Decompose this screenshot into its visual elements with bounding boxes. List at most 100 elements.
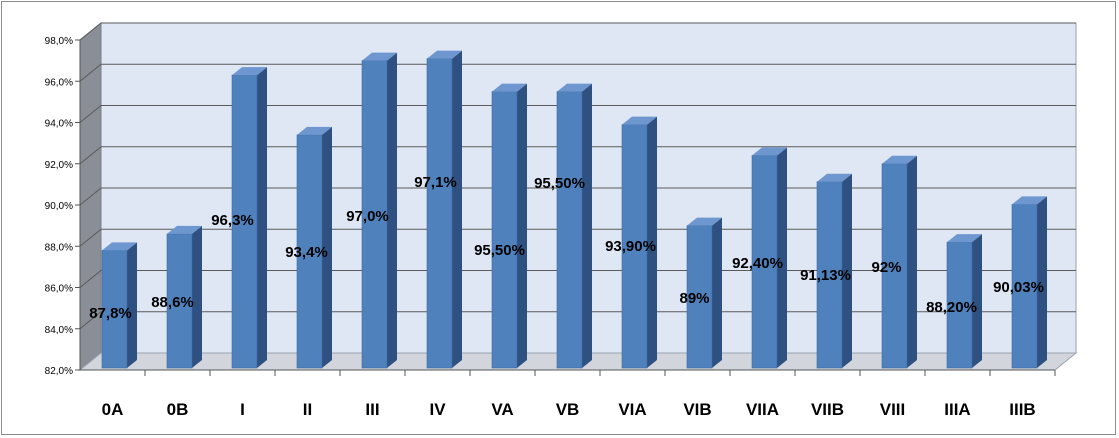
bar bbox=[361, 52, 397, 369]
bar bbox=[621, 116, 657, 369]
bar bbox=[946, 234, 982, 369]
y-tick-label: 98,0% bbox=[45, 36, 73, 47]
x-tick-label: VIIA bbox=[746, 400, 779, 419]
data-label: 92,40% bbox=[732, 255, 783, 272]
data-label: 97,1% bbox=[414, 174, 457, 191]
data-label: 90,03% bbox=[993, 279, 1044, 296]
bar-top bbox=[297, 126, 332, 135]
gridline bbox=[79, 270, 1076, 288]
gridline bbox=[79, 228, 1076, 247]
x-tick-label: IV bbox=[429, 400, 446, 419]
y-tick-label: 90,0% bbox=[45, 201, 73, 212]
bar-front bbox=[166, 233, 193, 369]
x-tick-label: VIIB bbox=[811, 400, 844, 419]
bar-top bbox=[752, 147, 787, 156]
x-tick-label: VIII bbox=[880, 400, 906, 419]
x-tick-label: IIIA bbox=[944, 400, 970, 419]
bar-side bbox=[452, 50, 462, 368]
bar-side bbox=[712, 217, 722, 368]
bar bbox=[686, 217, 722, 369]
bar-top bbox=[427, 50, 462, 59]
bar-side bbox=[322, 126, 332, 368]
x-tick-label: 0A bbox=[102, 400, 124, 419]
bar-top bbox=[362, 52, 397, 61]
data-label: 91,13% bbox=[800, 267, 851, 284]
y-tick-label: 86,0% bbox=[45, 284, 73, 295]
bars bbox=[101, 50, 1047, 369]
bar bbox=[166, 225, 202, 369]
bar-top bbox=[947, 234, 982, 243]
bar-side bbox=[907, 155, 917, 368]
gridline bbox=[79, 311, 1076, 330]
bar bbox=[1011, 196, 1047, 369]
bar-side bbox=[517, 83, 527, 368]
x-tick-label: VB bbox=[556, 400, 580, 419]
data-label: 96,3% bbox=[211, 212, 254, 229]
bar-top bbox=[882, 155, 917, 164]
bar-front bbox=[751, 155, 778, 369]
bar-front bbox=[816, 181, 843, 369]
x-tick-label: III bbox=[365, 400, 379, 419]
bar-top bbox=[1012, 196, 1047, 205]
bar-front bbox=[686, 225, 713, 369]
data-label: 95,50% bbox=[534, 175, 585, 192]
bar-top bbox=[557, 83, 592, 92]
y-tick-label: 82,0% bbox=[45, 366, 73, 377]
bar-side bbox=[777, 147, 787, 368]
x-axis-ticks: 0A 0B I II III IV VA VB VIA VIB VIIA VIIB VIII IIIA II… bbox=[80, 369, 1056, 419]
data-label: 97,0% bbox=[346, 208, 389, 225]
bar-side bbox=[127, 242, 137, 368]
bar-top bbox=[492, 83, 527, 92]
gridline bbox=[79, 105, 1076, 123]
bar-front bbox=[296, 134, 323, 369]
gridlines bbox=[79, 22, 1076, 330]
data-label: 89% bbox=[679, 290, 709, 307]
bar-top bbox=[622, 116, 657, 125]
y-tick-label: 96,0% bbox=[45, 77, 73, 88]
bar-front bbox=[1011, 204, 1038, 369]
bar-front bbox=[426, 58, 453, 369]
bar-top bbox=[167, 225, 202, 234]
gridline bbox=[79, 146, 1076, 165]
bar bbox=[816, 173, 852, 369]
x-tick-label: II bbox=[303, 400, 312, 419]
bar bbox=[751, 147, 787, 369]
x-tick-label: IIIB bbox=[1009, 400, 1035, 419]
bar bbox=[426, 50, 462, 369]
y-tick-label: 92,0% bbox=[45, 160, 73, 171]
bar-top bbox=[102, 242, 137, 251]
y-tick-label: 94,0% bbox=[45, 119, 73, 130]
y-axis-ticks: 82,0% 84,0% 86,0% 88,0% 90,0% 92,0% 94,0% 96,0%… bbox=[45, 36, 81, 377]
data-label: 95,50% bbox=[474, 242, 525, 259]
bar-top bbox=[232, 67, 267, 76]
gridline bbox=[79, 63, 1076, 82]
bar bbox=[231, 67, 267, 369]
bar-side bbox=[647, 116, 657, 368]
bar-side bbox=[192, 225, 202, 368]
bar-side bbox=[582, 83, 592, 368]
bar-front bbox=[556, 91, 583, 369]
bar bbox=[491, 83, 527, 369]
x-tick-label: 0B bbox=[167, 400, 189, 419]
data-labels: 87,8% 88,6% 96,3% 93,4% 97,0% 97,1% 95,50% 95,5… bbox=[89, 174, 1044, 322]
bar-side bbox=[842, 173, 852, 368]
data-label: 88,20% bbox=[926, 299, 977, 316]
data-label: 93,4% bbox=[285, 244, 328, 261]
bar-front bbox=[361, 60, 388, 369]
bar-side bbox=[387, 52, 397, 368]
data-label: 92% bbox=[871, 259, 901, 276]
bar-front bbox=[491, 91, 518, 369]
bar bbox=[556, 83, 592, 369]
data-label: 87,8% bbox=[89, 305, 132, 322]
gridline bbox=[79, 22, 1076, 41]
gridline bbox=[79, 187, 1076, 206]
data-label: 88,6% bbox=[151, 294, 194, 311]
bar-top bbox=[817, 173, 852, 182]
x-tick-label: VIA bbox=[618, 400, 646, 419]
bar bbox=[296, 126, 332, 369]
bar bbox=[881, 155, 917, 369]
y-tick-label: 88,0% bbox=[45, 242, 73, 253]
bar-front bbox=[101, 250, 128, 369]
